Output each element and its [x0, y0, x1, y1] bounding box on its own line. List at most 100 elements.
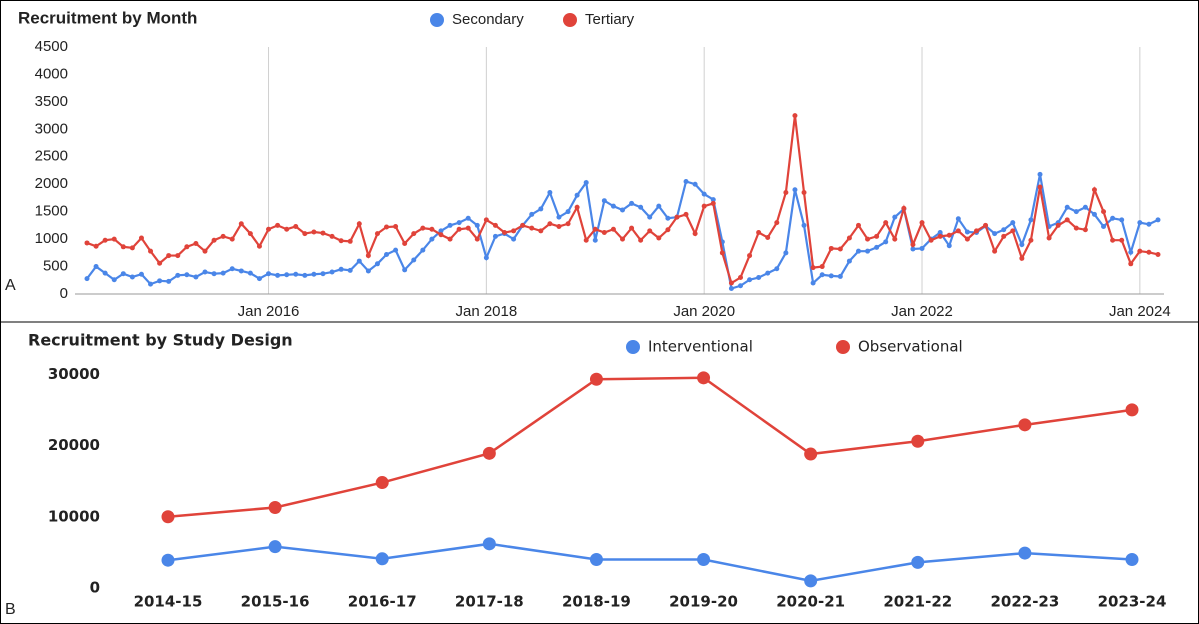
- point: [1019, 242, 1025, 248]
- point: [93, 264, 99, 270]
- point: [1119, 217, 1125, 223]
- point: [483, 255, 489, 261]
- point: [828, 273, 834, 279]
- point: [456, 226, 462, 232]
- y-tick-label: 2500: [35, 148, 68, 165]
- point: [492, 222, 498, 228]
- point: [804, 447, 818, 461]
- legend-label: Interventional: [648, 338, 753, 356]
- y-tick-label: 4500: [35, 38, 68, 55]
- legend-marker: [836, 340, 850, 354]
- point: [665, 227, 671, 233]
- point: [547, 221, 553, 227]
- point: [819, 264, 825, 270]
- point: [311, 271, 317, 277]
- point: [1125, 403, 1139, 417]
- legend-label: Tertiary: [585, 11, 635, 28]
- point: [701, 191, 707, 197]
- y-tick-label: 30000: [48, 365, 100, 383]
- point: [320, 271, 326, 277]
- point: [937, 233, 943, 239]
- x-tick-label: 2015-16: [241, 593, 310, 611]
- point: [538, 228, 544, 234]
- point: [865, 236, 871, 242]
- point: [1028, 217, 1034, 223]
- point: [589, 372, 603, 386]
- point: [556, 223, 562, 229]
- point: [737, 275, 743, 281]
- legend-label: Observational: [858, 338, 963, 356]
- point: [728, 286, 734, 292]
- point: [701, 203, 707, 209]
- point: [520, 222, 526, 228]
- point: [601, 230, 607, 236]
- point: [992, 248, 998, 254]
- point: [384, 224, 390, 230]
- y-tick-label: 3500: [35, 93, 68, 110]
- x-tick-label: Jan 2022: [891, 303, 953, 320]
- point: [810, 265, 816, 271]
- point: [665, 215, 671, 221]
- x-tick-label: 2022-23: [990, 593, 1059, 611]
- point: [610, 203, 616, 209]
- point: [211, 271, 217, 277]
- point: [656, 235, 662, 241]
- point: [747, 253, 753, 259]
- point: [320, 230, 326, 236]
- point: [647, 228, 653, 234]
- point: [302, 231, 308, 237]
- point: [474, 236, 480, 242]
- point: [1146, 249, 1152, 255]
- panel-a: Recruitment by Month A 0 500 1000 1500 2000 250…: [5, 8, 1171, 319]
- point: [275, 272, 281, 278]
- y-tick-label: 500: [43, 258, 68, 275]
- point: [1155, 251, 1161, 257]
- point: [1101, 209, 1107, 215]
- y-tick-label: 3000: [35, 120, 68, 137]
- point: [356, 221, 362, 227]
- point: [374, 231, 380, 237]
- point: [129, 274, 135, 280]
- point: [502, 230, 508, 236]
- point: [810, 280, 816, 286]
- point: [420, 247, 426, 253]
- x-tick-label: 2017-18: [455, 593, 524, 611]
- point: [161, 553, 175, 567]
- legend-marker: [626, 340, 640, 354]
- point: [629, 200, 635, 206]
- point: [256, 243, 262, 249]
- point: [697, 371, 711, 385]
- point: [692, 181, 698, 187]
- point: [511, 228, 517, 234]
- point: [565, 221, 571, 227]
- point: [1101, 223, 1107, 229]
- point: [157, 260, 163, 266]
- point: [804, 574, 818, 588]
- point: [482, 446, 496, 460]
- point: [229, 266, 235, 272]
- point: [193, 241, 199, 247]
- point: [783, 189, 789, 195]
- point: [429, 226, 435, 232]
- point: [801, 189, 807, 195]
- point: [456, 220, 462, 226]
- point: [946, 232, 952, 238]
- point: [293, 223, 299, 229]
- point: [692, 231, 698, 237]
- point: [175, 272, 181, 278]
- point: [1119, 237, 1125, 243]
- point: [765, 234, 771, 240]
- point: [874, 233, 880, 239]
- point: [1073, 209, 1079, 215]
- point: [247, 270, 253, 276]
- point: [365, 268, 371, 274]
- point: [102, 237, 108, 243]
- point: [874, 244, 880, 250]
- point: [792, 187, 798, 193]
- x-tick-label: Jan 2016: [238, 303, 300, 320]
- point: [465, 225, 471, 231]
- point: [955, 228, 961, 234]
- point: [892, 214, 898, 220]
- x-tick-label: 2021-22: [883, 593, 952, 611]
